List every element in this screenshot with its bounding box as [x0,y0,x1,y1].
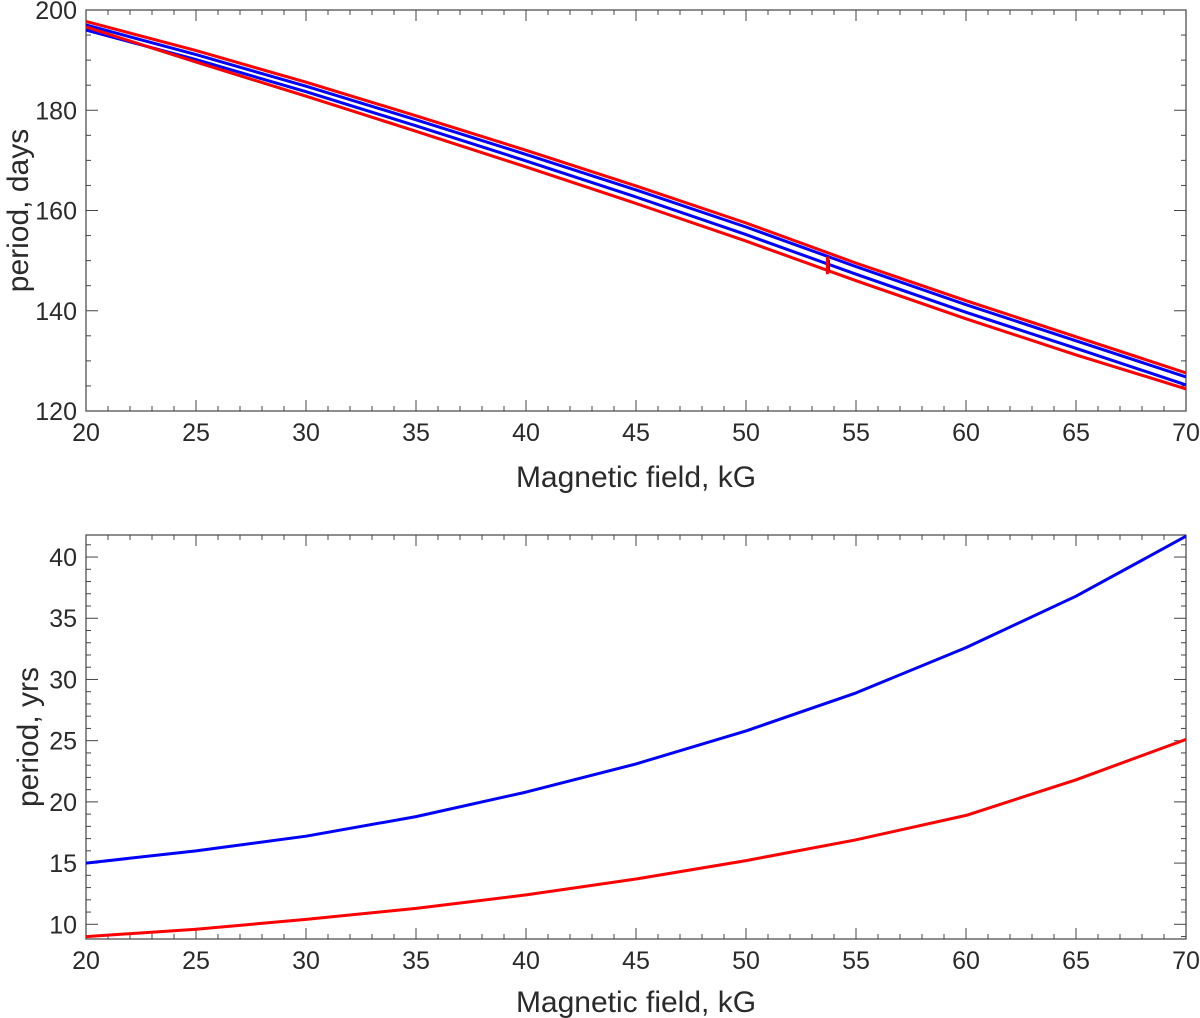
x-tick-label: 70 [1172,419,1200,447]
y-tick-label: 140 [35,298,77,326]
x-axis-label: Magnetic field, kG [516,461,756,494]
x-tick-label: 45 [622,947,650,975]
x-tick-label: 50 [732,947,760,975]
x-tick-label: 20 [72,419,100,447]
series-line-red [86,737,1186,939]
y-tick-label: 35 [49,605,77,633]
x-tick-label: 70 [1172,947,1200,975]
x-axis-label: Magnetic field, kG [516,986,756,1018]
series-line-blue-lower [86,28,1186,387]
y-tick-label: 30 [49,666,77,694]
x-tick-label: 30 [292,419,320,447]
x-tick-label: 35 [402,419,430,447]
x-tick-label: 50 [732,419,760,447]
x-tick-label: 20 [72,947,100,975]
y-tick-label: 10 [49,911,77,939]
x-tick-label: 40 [512,947,540,975]
x-tick-label: 25 [182,947,210,975]
y-tick-label: 40 [49,544,77,572]
x-tick-label: 45 [622,419,650,447]
x-tick-label: 60 [952,419,980,447]
y-axis-label: period, days [2,129,35,292]
y-tick-label: 200 [35,0,77,25]
x-tick-label: 40 [512,419,540,447]
series-line-blue-upper [86,23,1186,379]
y-tick-label: 15 [49,850,77,878]
x-tick-label: 35 [402,947,430,975]
x-tick-label: 65 [1062,419,1090,447]
x-tick-label: 55 [842,947,870,975]
y-axis-label: period, yrs [12,667,45,807]
series-line-red-lower [86,25,1186,391]
x-tick-label: 55 [842,419,870,447]
series-line-red-upper [86,20,1186,375]
series-line-blue [86,534,1186,865]
top-panel: 20 25 30 35 40 45 50 55 60 65 70 120 140 160 180 200 Mag… [2,0,1200,494]
bottom-panel: 20 25 30 35 40 45 50 55 60 65 70 10 15 20 25 30 35 40 Magn… [12,534,1200,1018]
y-tick-label: 180 [35,97,77,125]
x-tick-label: 65 [1062,947,1090,975]
x-tick-label: 25 [182,419,210,447]
x-tick-label: 30 [292,947,320,975]
y-tick-label: 120 [35,398,77,426]
y-tick-label: 160 [35,198,77,226]
y-tick-label: 25 [49,728,77,756]
y-tick-label: 20 [49,789,77,817]
x-tick-label: 60 [952,947,980,975]
